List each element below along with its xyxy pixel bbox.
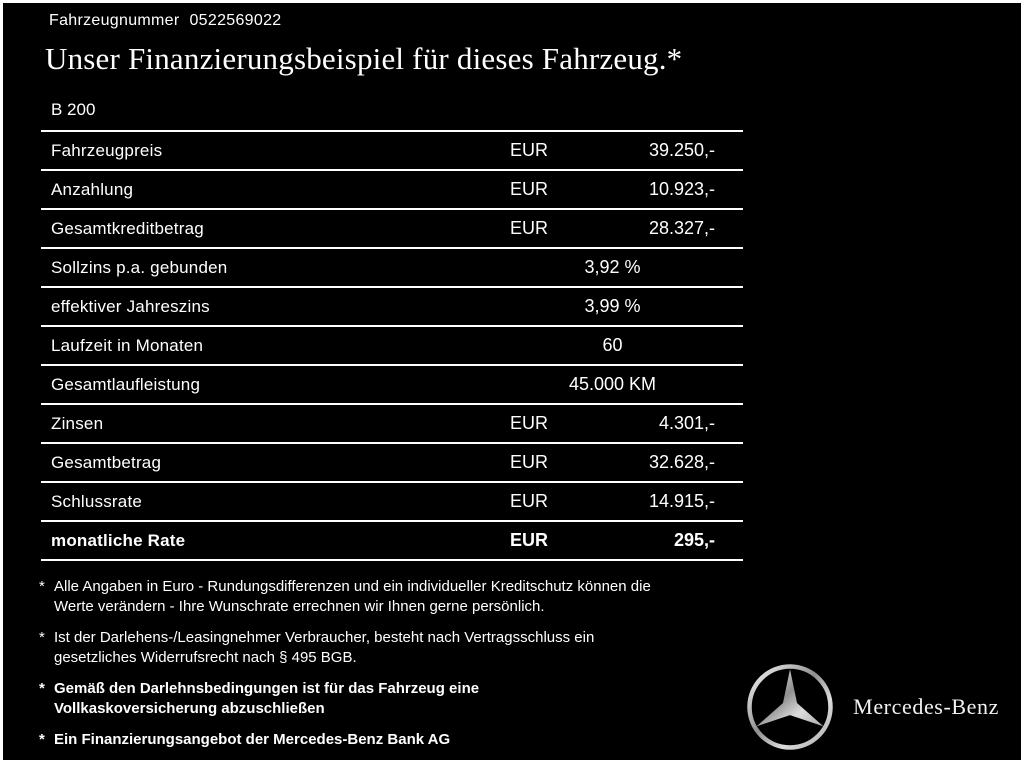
row-value: 60 (602, 335, 623, 355)
footnote-text: Alle Angaben in Euro - Rundungsdifferenz… (54, 578, 651, 615)
vehicle-model: B 200 (51, 100, 96, 119)
row-currency: EUR (510, 530, 549, 550)
row-value: 10.923,- (648, 179, 715, 199)
footnotes: * Alle Angaben in Euro - Rundungsdiffere… (39, 577, 719, 760)
row-label: Gesamtkreditbetrag (51, 218, 204, 238)
table-row-sollzins: Sollzins p.a. gebunden 3,92 % (41, 247, 743, 286)
brand-wordmark: Mercedes-Benz (853, 694, 999, 719)
row-value: 3,92 % (584, 257, 641, 277)
table-row-gesamtbetrag: Gesamtbetrag EUR 32.628,- (41, 442, 743, 481)
table-row-gesamtkreditbetrag: Gesamtkreditbetrag EUR 28.327,- (41, 208, 743, 247)
row-currency: EUR (510, 140, 549, 160)
table-row-effektiver-jahreszins: effektiver Jahreszins 3,99 % (41, 286, 743, 325)
table-row-monatliche-rate: monatliche Rate EUR 295,- (41, 520, 743, 559)
row-label: Sollzins p.a. gebunden (51, 257, 228, 277)
row-currency: EUR (510, 218, 549, 238)
row-label: Schlussrate (51, 491, 143, 511)
row-currency: EUR (510, 413, 549, 433)
footnote-bank: * Ein Finanzierungsangebot der Mercedes-… (39, 730, 719, 750)
row-currency: EUR (510, 452, 549, 472)
table-row-gesamtlaufleistung: Gesamtlaufleistung 45.000 KM (41, 364, 743, 403)
row-value: 39.250,- (648, 140, 715, 160)
brand-block: Mercedes-Benz (745, 662, 1005, 752)
row-value: 14.915,- (648, 491, 715, 511)
row-value: 32.628,- (648, 452, 715, 472)
row-currency: EUR (510, 491, 549, 511)
financing-table: Fahrzeugpreis EUR 39.250,- Anzahlung EUR 1… (41, 130, 743, 561)
row-value: 45.000 KM (568, 374, 657, 394)
footnote-text: Gemäß den Darlehnsbedingungen ist für da… (54, 680, 480, 717)
footnote-marker: * (39, 680, 45, 697)
table-row-laufzeit: Laufzeit in Monaten 60 (41, 325, 743, 364)
footnote-vollkasko: * Gemäß den Darlehnsbedingungen ist für … (39, 679, 719, 719)
footnote-angaben: * Alle Angaben in Euro - Rundungsdiffere… (39, 577, 719, 617)
row-label: Anzahlung (51, 179, 134, 199)
footnote-marker: * (39, 731, 45, 748)
row-currency: EUR (510, 179, 549, 199)
row-label: Zinsen (51, 413, 104, 433)
row-label: monatliche Rate (51, 530, 186, 550)
row-value: 295,- (673, 530, 715, 550)
row-value: 28.327,- (648, 218, 715, 238)
row-value: 4.301,- (658, 413, 715, 433)
table-row-schlussrate: Schlussrate EUR 14.915,- (41, 481, 743, 520)
table-row-anzahlung: Anzahlung EUR 10.923,- (41, 169, 743, 208)
vehicle-number-label: Fahrzeugnummer (49, 12, 180, 29)
footnote-widerrufsrecht: * Ist der Darlehens-/Leasingnehmer Verbr… (39, 628, 719, 668)
row-label: Gesamtlaufleistung (51, 374, 201, 394)
footnote-marker: * (39, 629, 45, 646)
footnote-text: Ist der Darlehens-/Leasingnehmer Verbrau… (54, 629, 595, 666)
row-label: Laufzeit in Monaten (51, 335, 204, 355)
slide-canvas: Fahrzeugnummer 0522569022 Unser Finanzier… (3, 3, 1021, 760)
page-title: Unser Finanzierungsbeispiel für dieses F… (45, 41, 683, 76)
row-label: Gesamtbetrag (51, 452, 162, 472)
vehicle-number: Fahrzeugnummer 0522569022 (49, 12, 281, 30)
footnote-text: Ein Finanzierungsangebot der Mercedes-Be… (54, 731, 451, 748)
row-value: 3,99 % (584, 296, 641, 316)
mercedes-star-icon (747, 664, 833, 750)
table-row-zinsen: Zinsen EUR 4.301,- (41, 403, 743, 442)
vehicle-number-value: 0522569022 (189, 12, 282, 29)
row-label: Fahrzeugpreis (51, 140, 163, 160)
footnote-marker: * (39, 578, 45, 595)
table-row-fahrzeugpreis: Fahrzeugpreis EUR 39.250,- (41, 130, 743, 169)
row-label: effektiver Jahreszins (51, 296, 210, 316)
